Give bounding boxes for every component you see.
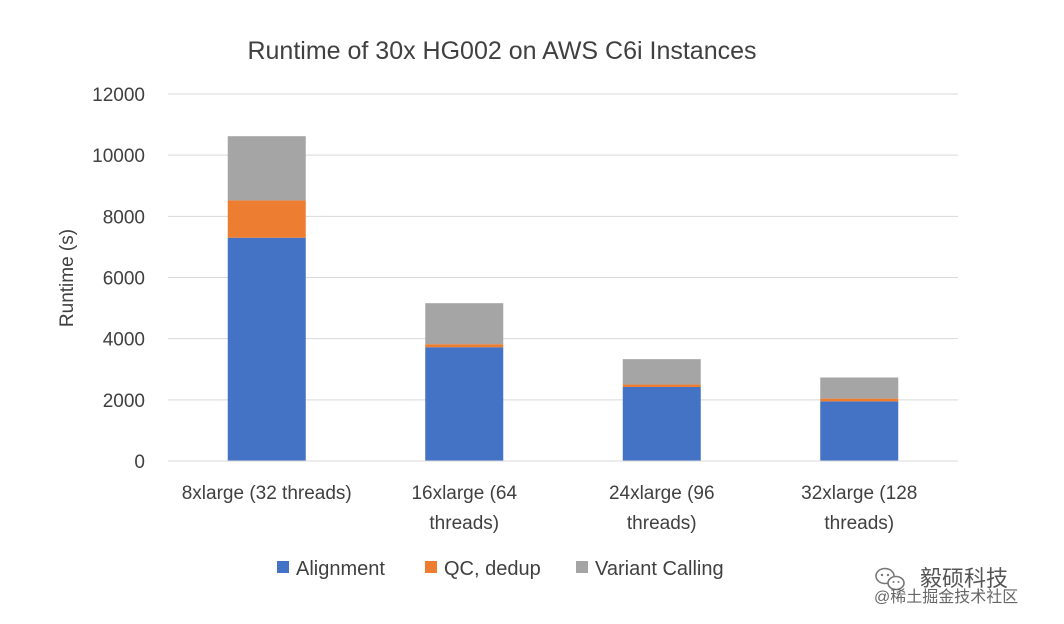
x-tick-label: 8xlarge (32 threads): [182, 483, 352, 504]
bars: [227, 136, 899, 461]
legend-swatch: [425, 561, 437, 573]
x-tick-label: threads): [627, 513, 697, 534]
bar-segment: [425, 303, 504, 345]
bar-segment: [820, 377, 899, 399]
y-tick-label: 12000: [92, 85, 145, 106]
x-tick-label: 24xlarge (96: [609, 483, 715, 504]
chart-title: Runtime of 30x HG002 on AWS C6i Instance…: [247, 37, 756, 65]
legend-label: QC, dedup: [444, 558, 541, 580]
watermark-name: 毅硕科技: [920, 566, 1008, 591]
y-tick-label: 8000: [103, 207, 145, 228]
wechat-icon: [875, 567, 905, 591]
bar-segment: [227, 136, 306, 201]
bar-segment: [820, 401, 899, 461]
x-axis-ticks: 8xlarge (32 threads) 16xlarge (64 threads)…: [182, 483, 918, 534]
y-tick-label: 4000: [103, 330, 145, 351]
legend-label: Alignment: [296, 558, 385, 580]
bar-segment: [622, 359, 701, 385]
bar-segment: [622, 386, 701, 461]
bar-segment: [425, 344, 504, 348]
x-tick-label: threads): [429, 513, 499, 534]
watermark: 毅硕科技 @稀土掘金技术社区: [874, 566, 1018, 606]
bar-segment: [227, 237, 306, 461]
y-tick-label: 6000: [103, 269, 145, 290]
legend-swatch: [277, 561, 289, 573]
bar-segment: [820, 398, 899, 402]
x-tick-label: 16xlarge (64: [411, 483, 517, 504]
y-tick-label: 10000: [92, 146, 145, 167]
y-tick-label: 2000: [103, 391, 145, 412]
y-axis-label: Runtime (s): [57, 229, 78, 327]
legend: Alignment QC, dedup Variant Calling: [277, 558, 724, 580]
legend-label: Variant Calling: [595, 558, 724, 580]
bar-segment: [622, 384, 701, 387]
bar-segment: [425, 347, 504, 461]
watermark-sub: @稀土掘金技术社区: [874, 588, 1018, 606]
bar-segment: [227, 200, 306, 238]
y-axis-ticks: 0 2000 4000 6000 8000 10000 12000: [92, 85, 145, 473]
x-tick-label: threads): [824, 513, 894, 534]
legend-swatch: [576, 561, 588, 573]
y-tick-label: 0: [134, 452, 145, 473]
x-tick-label: 32xlarge (128: [801, 483, 917, 504]
